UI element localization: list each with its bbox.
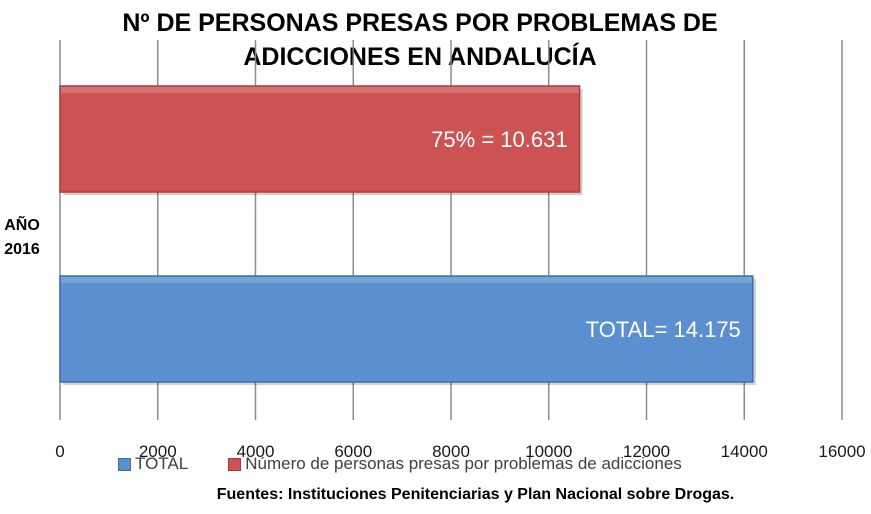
legend-item-total: TOTAL [118,454,188,474]
data-label-total: TOTAL= 14.175 [586,317,741,342]
chart-title: Nº DE PERSONAS PRESAS POR PROBLEMAS DE A… [60,6,780,74]
x-tick-label-2: 4000 [237,442,275,461]
bar-sheen-0 [61,277,752,283]
legend-label-total: TOTAL [135,454,189,473]
x-tick-label-8: 16000 [818,442,865,461]
bar-total [59,275,754,383]
legend-swatch-adicciones [228,457,242,471]
x-tick-label-3: 6000 [334,442,372,461]
x-tick-label-5: 10000 [525,442,572,461]
chart-title-line-1: Nº DE PERSONAS PRESAS POR PROBLEMAS DE [122,9,718,37]
legend-label-adicciones: Número de personas presas por problemas … [245,454,682,473]
bar-sheen-1 [61,87,579,93]
category-label-line-2: 2016 [4,241,40,258]
chart-legend: TOTAL Número de personas presas por prob… [118,454,722,474]
x-tick-label-0: 0 [55,442,64,461]
x-tick-label-7: 14000 [721,442,768,461]
x-tick-label-4: 8000 [432,442,470,461]
chart-title-line-2: ADICCIONES EN ANDALUCÍA [243,43,597,71]
x-tick-label-6: 12000 [623,442,670,461]
legend-swatch-total [118,457,131,471]
x-tick-label-1: 2000 [139,442,177,461]
category-label-line-1: AÑO [4,214,40,234]
data-label-adicciones: 75% = 10.631 [431,127,567,152]
source-note: Fuentes: Instituciones Penitenciarias y … [216,486,735,503]
bar-adicciones [59,85,581,193]
legend-item-adicciones: Número de personas presas por problemas … [228,454,682,474]
